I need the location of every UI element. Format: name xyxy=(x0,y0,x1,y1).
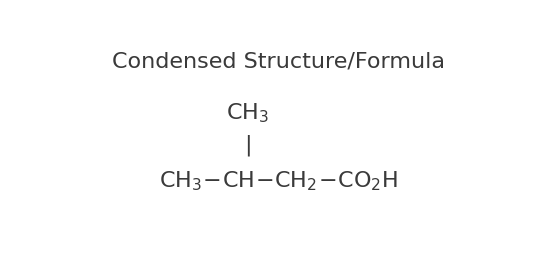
Text: $\mathregular{CH_3}$: $\mathregular{CH_3}$ xyxy=(226,101,269,125)
Text: Condensed Structure/Formula: Condensed Structure/Formula xyxy=(112,51,446,71)
Text: $\mathregular{CH_3\!-\!CH\!-\!CH_2\!-\!CO_2H}$: $\mathregular{CH_3\!-\!CH\!-\!CH_2\!-\!C… xyxy=(159,170,398,193)
Text: $\mathregular{|}$: $\mathregular{|}$ xyxy=(244,133,251,158)
